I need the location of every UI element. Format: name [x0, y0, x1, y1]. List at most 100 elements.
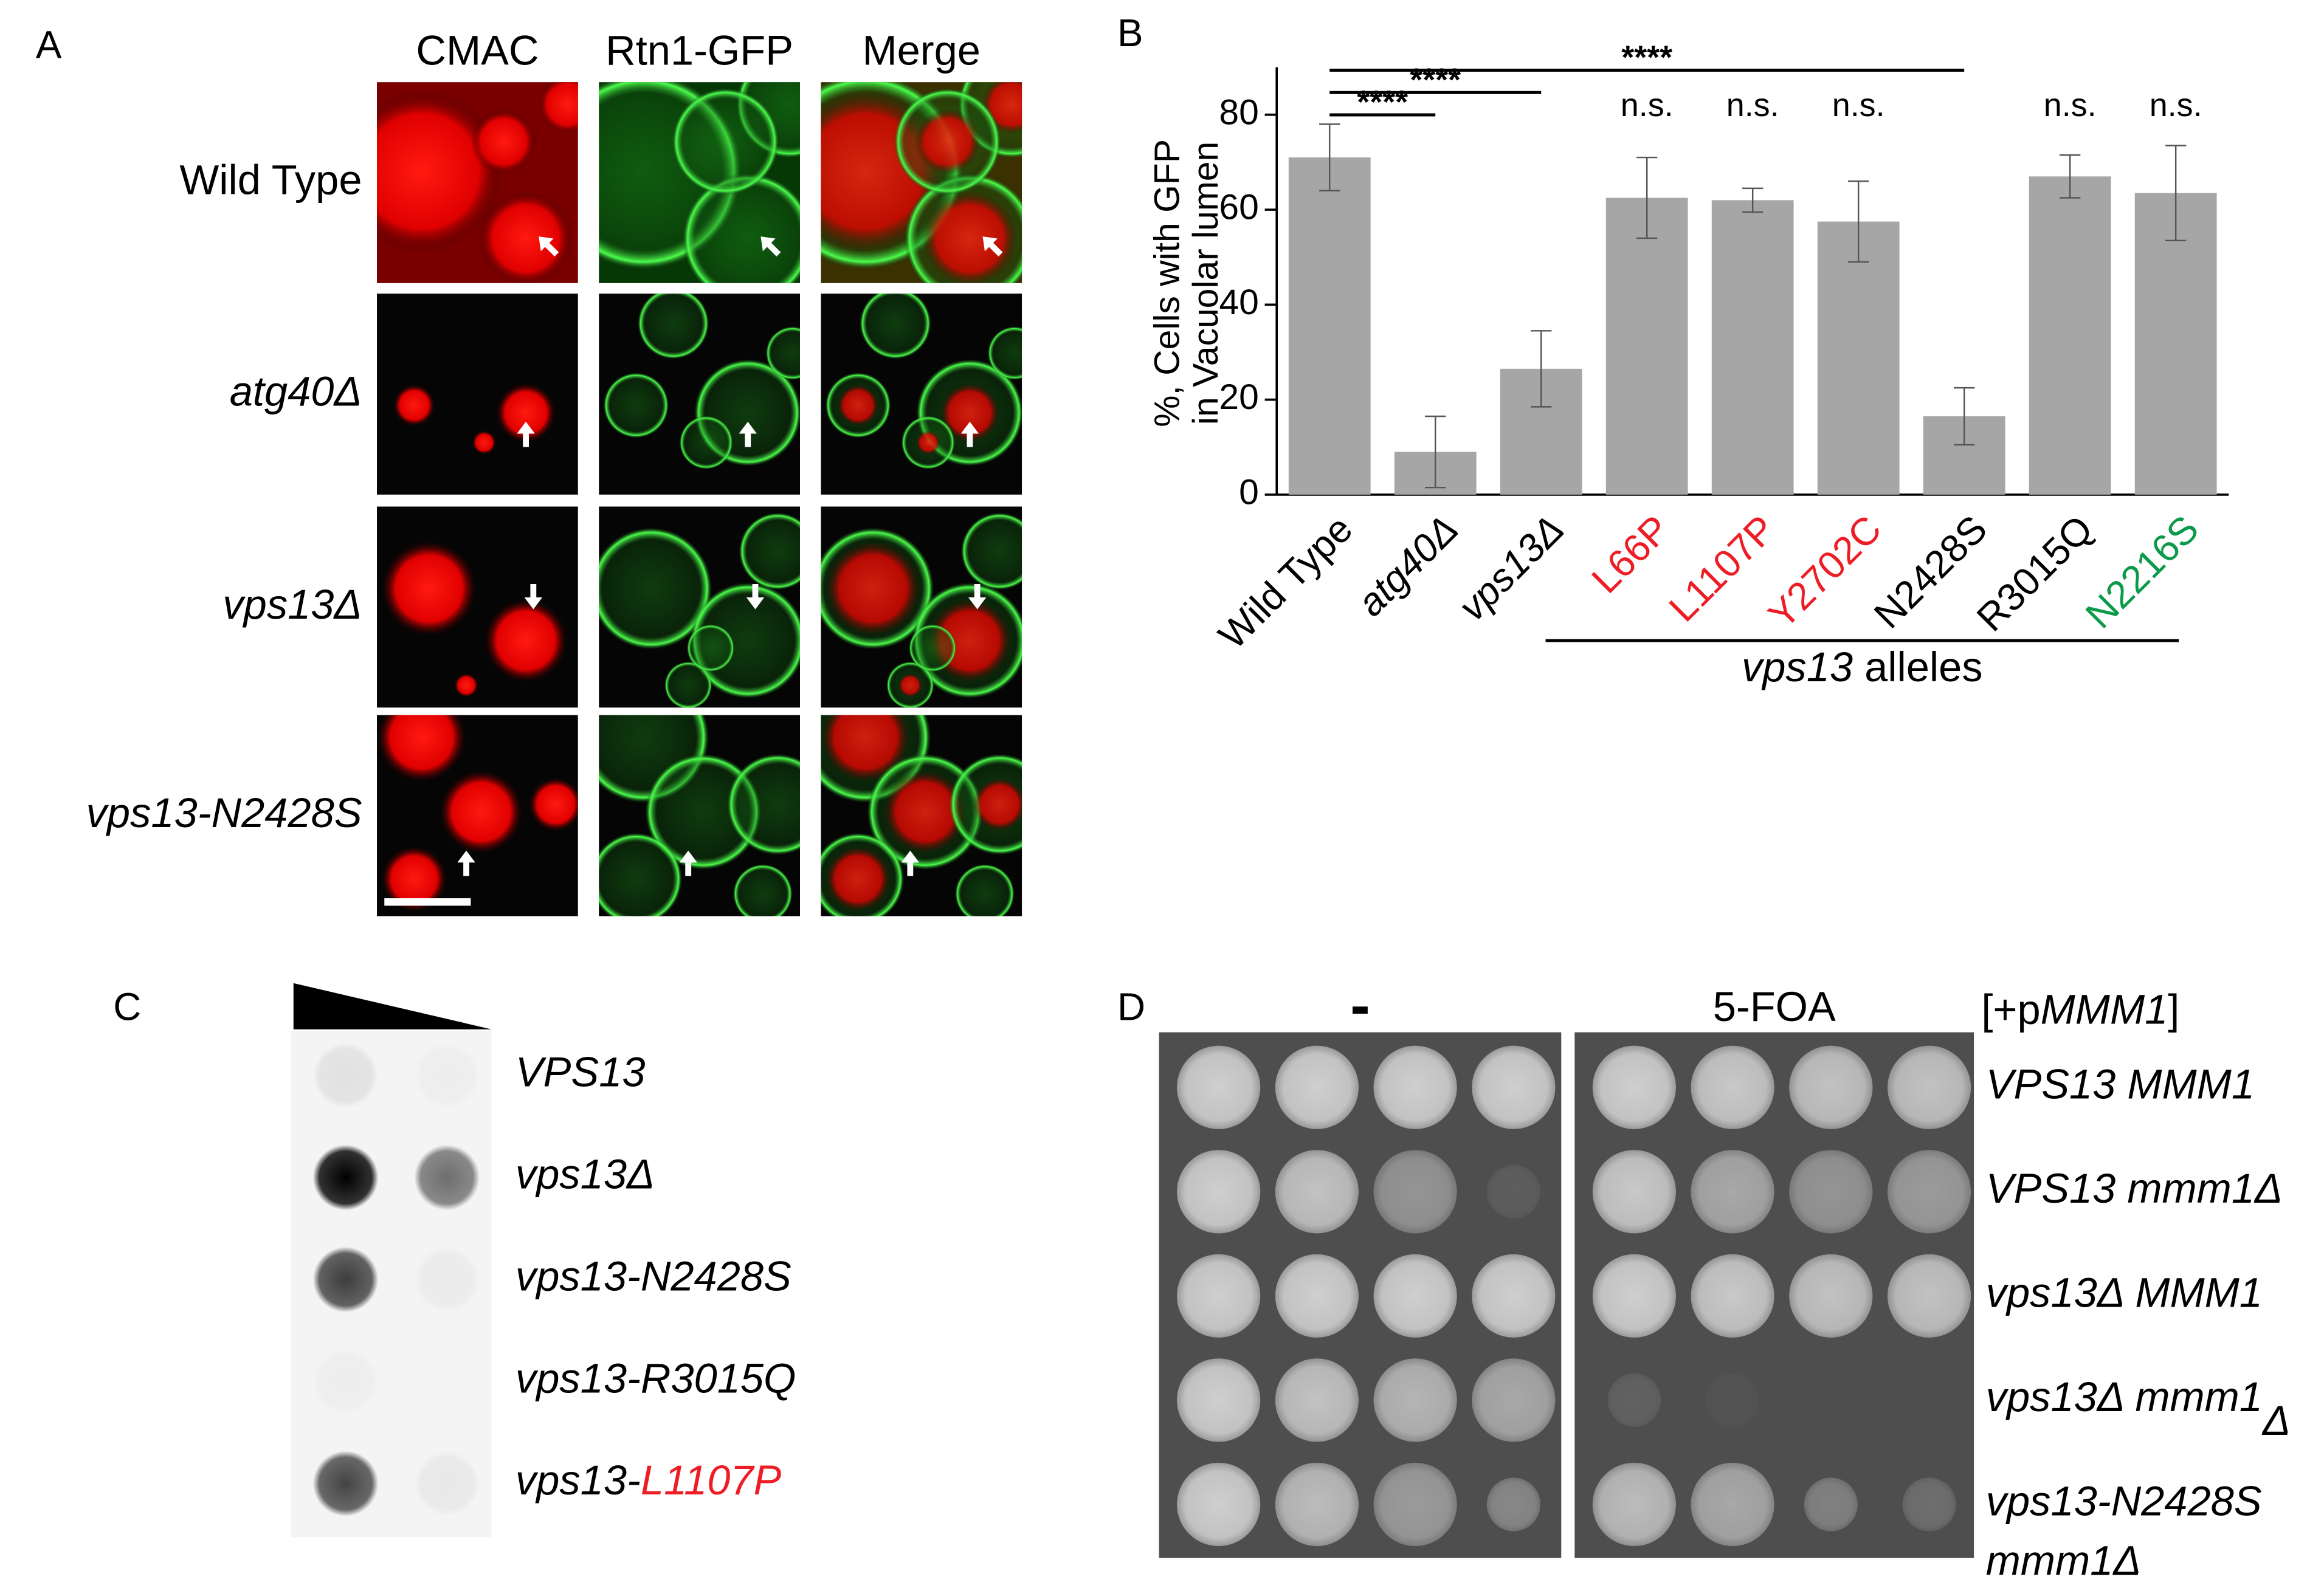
y-tick-label: 0 [1239, 472, 1259, 512]
micrograph [377, 294, 578, 495]
yeast-spot [1275, 1254, 1359, 1338]
micrograph [821, 294, 1022, 495]
yeast-spot [1373, 1254, 1457, 1338]
vacuole [883, 770, 967, 854]
vacuole [922, 191, 1018, 283]
y-tick-label: 80 [1219, 92, 1258, 132]
blot-dot [414, 1246, 480, 1313]
cell-ring [860, 294, 931, 359]
yeast-spot [1373, 1045, 1457, 1129]
text-segment: vps13-R3015Q [515, 1355, 796, 1401]
vacuole [916, 430, 940, 455]
micrograph [821, 715, 1022, 916]
vacuole [393, 384, 435, 427]
cell-ring [599, 527, 712, 650]
yeast-spot [1472, 1045, 1556, 1129]
bar [2134, 193, 2217, 495]
x-tick-label: L66P [1583, 507, 1678, 602]
strain-label: mmm1Δ [1986, 1538, 2142, 1584]
text-segment: atg40Δ [230, 368, 362, 415]
panel-label: A [36, 23, 62, 67]
yeast-spot [1691, 1150, 1774, 1234]
y-tick-label: 60 [1219, 188, 1258, 227]
strain-label: vps13Δ MMM1 [1986, 1269, 2263, 1316]
x-tick-label: atg40Δ [1349, 507, 1467, 625]
vacuole [484, 599, 568, 682]
yeast-spot [1177, 1150, 1261, 1234]
vacuole [825, 846, 891, 912]
vacuole [898, 673, 922, 698]
yeast-spot [1691, 1045, 1774, 1129]
bar [1711, 200, 1794, 495]
yeast-spot [1592, 1462, 1676, 1547]
yeast-spot [1887, 1150, 1971, 1234]
cell-ring [739, 512, 800, 590]
cell-ring [682, 173, 800, 283]
group-label: vps13 alleles [1742, 644, 1983, 690]
y-tick-label: 20 [1219, 377, 1258, 417]
significance-note: n.s. [2150, 87, 2202, 123]
scale-bar [384, 898, 471, 906]
vacuole [914, 109, 981, 175]
micrograph [599, 715, 800, 916]
blot-dot [312, 1144, 379, 1211]
yeast-spot [1887, 1254, 1971, 1338]
text-segment: vps13Δ mmm1 [1986, 1373, 2263, 1420]
text-segment: VPS13 mmm1Δ [1986, 1165, 2283, 1212]
vacuole [940, 383, 1000, 443]
yeast-spot [1275, 1358, 1359, 1442]
cell-ring [908, 624, 957, 672]
blot-dot [414, 1144, 480, 1211]
vacuole [496, 383, 556, 443]
x-tick-label: N2216S [2077, 507, 2207, 637]
panel-label: D [1117, 985, 1145, 1029]
blot-dot [312, 1451, 379, 1517]
text-segment: vps13- [515, 1457, 641, 1504]
text-segment: vps13-N2428S [515, 1253, 791, 1300]
strain-label: VPS13 MMM1 [1986, 1060, 2255, 1107]
row-label: Wild Type [180, 157, 362, 204]
y-axis-label: in Vacuolar lumen [1186, 142, 1226, 425]
dilution-triangle [293, 983, 492, 1029]
arrow [746, 583, 765, 610]
vacuole [439, 770, 523, 854]
strain-label: vps13-N2428S [1986, 1478, 2262, 1525]
y-axis-label: %, Cells with GFP [1147, 139, 1187, 427]
yeast-spot [1472, 1358, 1556, 1442]
yeast-spot [1177, 1045, 1261, 1129]
panel-label: C [113, 985, 141, 1029]
arrow [960, 421, 979, 447]
text-segment: vps13-N2428S [86, 789, 362, 836]
micrograph [599, 82, 800, 283]
yeast-spot [1789, 1150, 1873, 1234]
arrow [539, 236, 559, 256]
vacuole [381, 846, 447, 912]
text-segment: VPS13 MMM1 [1986, 1060, 2255, 1107]
column-header: Rtn1-GFP [605, 27, 793, 74]
cell-ring [637, 294, 709, 359]
significance-note: n.s. [2044, 87, 2097, 123]
bar [1605, 198, 1688, 495]
vacuole [973, 777, 1022, 831]
bar [1288, 157, 1371, 495]
yeast-spot [1592, 1254, 1676, 1338]
strain-label: vps13-L1107P [515, 1457, 782, 1504]
yeast-spot [1177, 1254, 1261, 1338]
plate-header: 5-FOA [1713, 983, 1836, 1030]
vacuole [478, 191, 574, 283]
cell-ring [733, 864, 793, 916]
row-label: vps13-N2428S [86, 789, 362, 836]
x-tick-label: R3015Q [1968, 507, 2102, 640]
cell-ring [603, 372, 669, 438]
cell-ring [726, 754, 800, 855]
comparison-label: **** [1357, 84, 1408, 120]
vacuole [528, 777, 578, 831]
column-header: Merge [862, 27, 980, 74]
arrow [968, 583, 987, 610]
yeast-spot [1486, 1477, 1540, 1531]
micrograph [599, 506, 800, 708]
micrograph [377, 82, 578, 283]
vacuole [454, 673, 478, 698]
strain-label: vps13-R3015Q [515, 1355, 796, 1401]
yeast-spot [1177, 1358, 1261, 1442]
